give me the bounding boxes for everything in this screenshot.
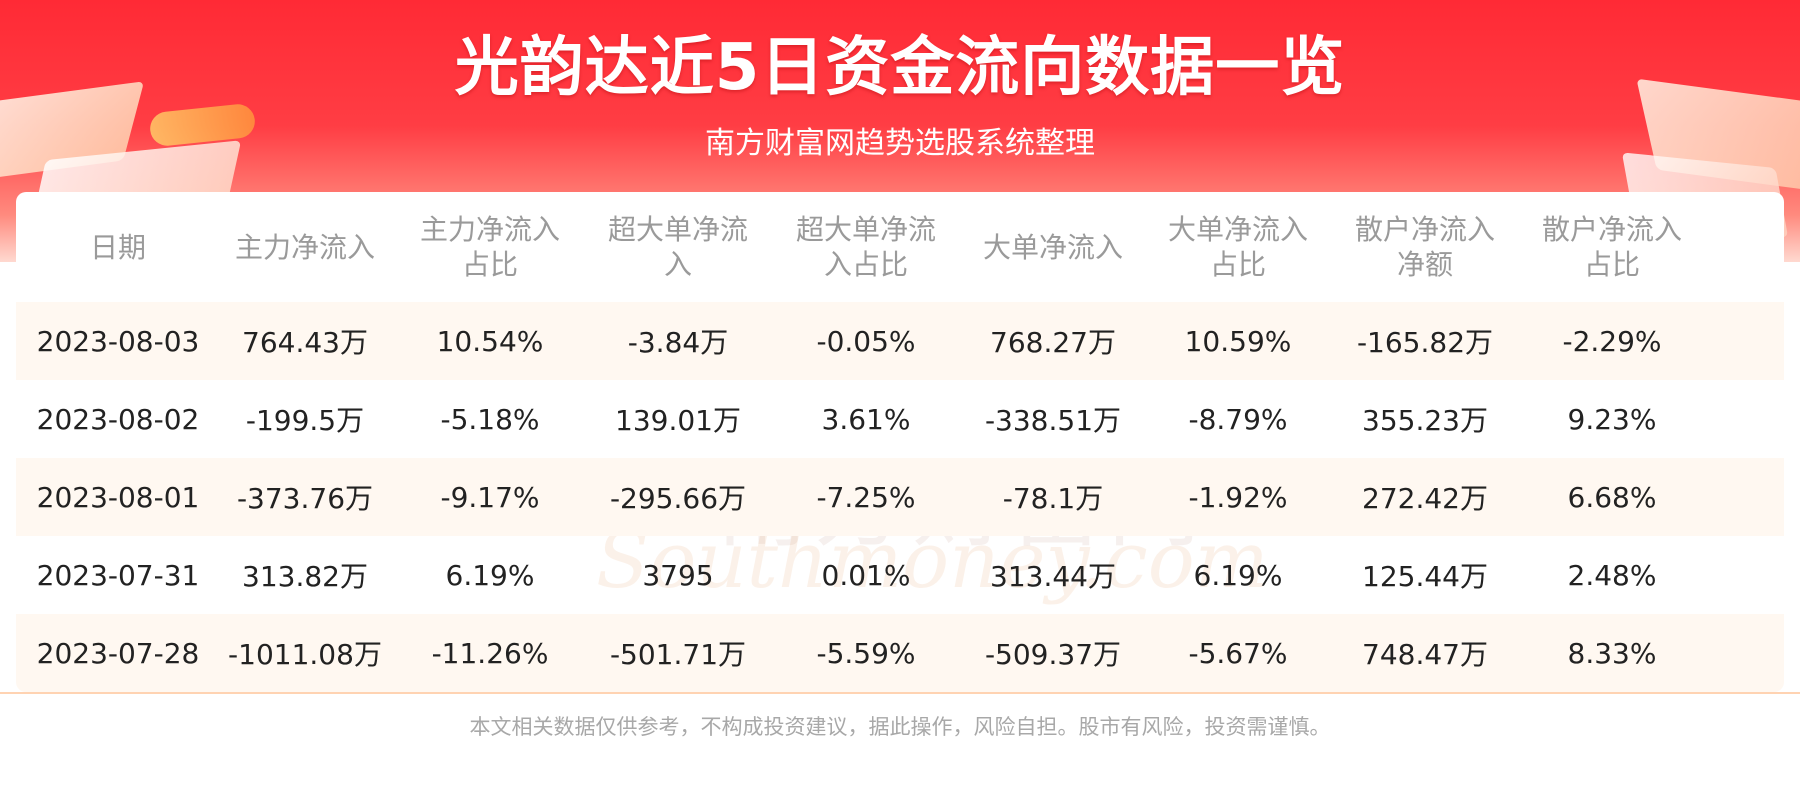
value-cell: 10.59%: [1184, 324, 1292, 358]
column-header-line: 散户净流入: [1541, 213, 1682, 246]
column-header: 主力净流入: [220, 230, 390, 265]
value-cell: 313.82万: [242, 560, 368, 593]
disclaimer: 本文相关数据仅供参考，不构成投资建议，据此操作，风险自担。股市有风险，投资需谨慎…: [469, 715, 1331, 739]
value-cell: -1.92%: [1188, 480, 1288, 514]
value-cell: 0.01%: [821, 558, 911, 592]
value-cell: -11.26%: [431, 636, 549, 670]
value-cell: -199.5万: [245, 404, 365, 437]
column-header-line: 大单净流入: [982, 230, 1123, 264]
date-cell: 2023-08-02: [36, 402, 200, 436]
column-header-line: 占比: [1209, 248, 1266, 281]
date-cell: 2023-08-01: [36, 480, 200, 514]
column-header-line: 超大单净流: [607, 213, 748, 246]
column-header: 主力净流入 占比: [390, 212, 590, 282]
value-cell: -338.51万: [984, 404, 1122, 437]
column-header-line: 占比: [1583, 248, 1640, 281]
value-cell: -7.25%: [816, 480, 916, 514]
footer-divider: [0, 692, 1800, 694]
value-cell: -165.82万: [1356, 326, 1494, 359]
date-cell: 2023-07-28: [36, 636, 200, 670]
table-row: 2023-08-02 -199.5万 -5.18% 139.01万 3.61% -338.…: [16, 380, 1784, 458]
value-cell: -1011.08万: [228, 638, 382, 671]
value-cell: 355.23万: [1362, 404, 1488, 437]
column-header-line: 主力净流入: [419, 213, 560, 246]
column-header: 日期: [16, 230, 220, 265]
value-cell: -5.59%: [816, 636, 916, 670]
date-cell: 2023-08-03: [36, 324, 200, 358]
value-cell: 768.27万: [990, 326, 1116, 359]
column-header-line: 散户净流入: [1354, 213, 1495, 246]
table-row: 2023-08-01 -373.76万 -9.17% -295.66万 -7.25% -7…: [16, 458, 1784, 536]
column-header-line: 入占比: [823, 248, 908, 281]
column-header: 超大单净流入: [590, 212, 766, 282]
table-row: 2023-08-03 764.43万 10.54% -3.84万 -0.05% 768.2…: [16, 302, 1784, 380]
value-cell: -509.37万: [984, 638, 1122, 671]
table-row: 2023-07-31 313.82万 6.19% 3795 0.01% 313.44万 6.…: [16, 536, 1784, 614]
value-cell: 9.23%: [1567, 402, 1657, 436]
date-cell: 2023-07-31: [36, 558, 200, 592]
value-cell: -3.84万: [627, 326, 729, 359]
column-header: 散户净流入 占比: [1514, 212, 1710, 282]
value-cell: 3.61%: [821, 402, 911, 436]
column-header: 超大单净流 入占比: [766, 212, 966, 282]
value-cell: -8.79%: [1188, 402, 1288, 436]
column-header-line: 入: [663, 248, 692, 281]
value-cell: 764.43万: [242, 326, 368, 359]
value-cell: 8.33%: [1567, 636, 1657, 670]
column-header: 大单净流入 占比: [1140, 212, 1336, 282]
value-cell: -373.76万: [236, 482, 374, 515]
value-cell: 139.01万: [615, 404, 741, 437]
column-header-line: 占比: [461, 248, 518, 281]
value-cell: 313.44万: [990, 560, 1116, 593]
column-header-line: 超大单净流: [795, 213, 936, 246]
value-cell: 2.48%: [1567, 558, 1657, 592]
value-cell: -2.29%: [1562, 324, 1662, 358]
value-cell: 272.42万: [1362, 482, 1488, 515]
value-cell: -9.17%: [440, 480, 540, 514]
column-header-line: 日期: [89, 230, 146, 264]
column-header: 大单净流入: [966, 230, 1140, 265]
column-header-line: 主力净流入: [234, 230, 375, 264]
table-header: 日期 主力净流入 主力净流入 占比 超大单净流入超大单净流 入占比 大单净流入 大单净流入 占比…: [16, 192, 1784, 302]
value-cell: 748.47万: [1362, 638, 1488, 671]
column-header: 散户净流入 净额: [1336, 212, 1514, 282]
column-header-line: 净额: [1396, 248, 1453, 281]
value-cell: -501.71万: [609, 638, 747, 671]
table-row: 2023-07-28 -1011.08万 -11.26% -501.71万 -5.59%…: [16, 614, 1784, 692]
value-cell: 125.44万: [1362, 560, 1488, 593]
value-cell: -5.67%: [1188, 636, 1288, 670]
value-cell: -295.66万: [609, 482, 747, 515]
page-title: 光韵达近5日资金流向数据一览: [454, 31, 1346, 105]
value-cell: -5.18%: [440, 402, 540, 436]
value-cell: 10.54%: [436, 324, 544, 358]
data-table: 南方财富网 Southmoney.com 日期主力净流入主力净流入占比超大单净流…: [16, 192, 1784, 692]
column-header-line: 大单净流入: [1167, 213, 1308, 246]
value-cell: -0.05%: [816, 324, 916, 358]
value-cell: 6.19%: [1193, 558, 1283, 592]
value-cell: 6.19%: [445, 558, 535, 592]
page-subtitle: 南方财富网趋势选股系统整理: [705, 126, 1095, 161]
value-cell: 6.68%: [1567, 480, 1657, 514]
value-cell: 3795: [642, 558, 714, 592]
value-cell: -78.1万: [1002, 482, 1104, 515]
